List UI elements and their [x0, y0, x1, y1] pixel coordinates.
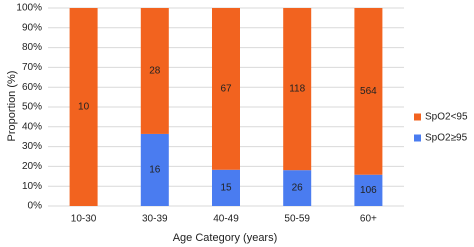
- bar-segment: [283, 8, 312, 171]
- data-label: 26: [292, 183, 304, 194]
- x-tick-label: 30-39: [142, 214, 168, 225]
- data-label: 10: [78, 102, 90, 113]
- data-label: 106: [360, 185, 377, 196]
- data-label: 564: [360, 86, 377, 97]
- x-tick-label: 10-30: [71, 214, 97, 225]
- bar-segment: [354, 174, 383, 206]
- y-tick-label: 80%: [22, 42, 42, 53]
- data-label: 67: [220, 84, 232, 95]
- legend-label: SpO2≥95: [425, 133, 468, 144]
- data-label: 118: [289, 84, 305, 95]
- legend-swatch: [414, 134, 421, 142]
- bar-segment: [140, 133, 169, 206]
- y-tick-label: 20%: [22, 161, 42, 172]
- y-tick-label: 70%: [22, 62, 42, 73]
- y-tick-label: 50%: [22, 102, 42, 113]
- x-axis-title: Age Category (years): [173, 232, 278, 244]
- y-tick-label: 10%: [22, 181, 42, 192]
- y-tick-label: 60%: [22, 82, 42, 93]
- bar-segment: [212, 8, 240, 170]
- y-axis-title: Proportion (%): [6, 71, 18, 142]
- bar-segment: [140, 8, 169, 134]
- data-label: 16: [149, 165, 161, 176]
- x-tick-label: 50-59: [284, 214, 310, 225]
- x-tick-label: 60+: [360, 214, 377, 225]
- data-label: 28: [149, 66, 161, 77]
- bar-segment: [212, 169, 240, 206]
- x-tick-label: 40-49: [213, 214, 239, 225]
- y-tick-label: 90%: [22, 22, 42, 33]
- y-tick-label: 30%: [22, 141, 42, 152]
- y-tick-label: 0%: [28, 201, 43, 212]
- legend-swatch: [414, 113, 421, 121]
- bar-segment: [283, 170, 312, 206]
- bar-segment: [69, 8, 98, 206]
- y-tick-label: 40%: [22, 121, 42, 132]
- legend-label: SpO2<95: [425, 112, 468, 123]
- data-label: 15: [220, 183, 232, 194]
- bar-segment: [354, 8, 383, 175]
- y-tick-label: 100%: [16, 3, 42, 14]
